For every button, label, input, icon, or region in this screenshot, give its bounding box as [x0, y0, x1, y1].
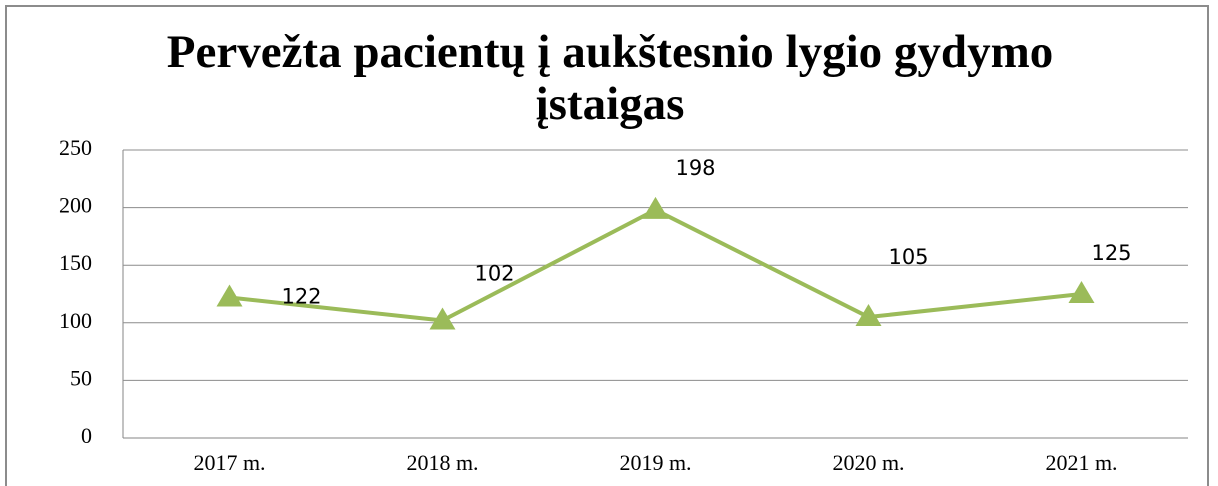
data-label: 122: [281, 284, 321, 308]
marker: [855, 304, 882, 327]
data-label: 198: [675, 156, 715, 180]
y-tick-label: 200: [59, 193, 92, 218]
x-tick-label: 2019 m.: [619, 450, 691, 475]
y-tick-label: 250: [59, 135, 92, 160]
y-tick-label: 100: [59, 308, 92, 333]
data-label: 125: [1091, 241, 1131, 265]
x-tick-label: 2018 m.: [406, 450, 478, 475]
y-tick-label: 150: [59, 250, 92, 275]
data-label: 102: [474, 261, 514, 285]
x-tick-label: 2017 m.: [193, 450, 265, 475]
chart-title: Pervežta pacientų į aukštesnio lygio gyd…: [166, 26, 1054, 130]
marker: [216, 284, 243, 307]
y-tick-label: 0: [81, 423, 92, 448]
x-tick-label: 2020 m.: [832, 450, 904, 475]
chart-frame: [5, 5, 1209, 486]
x-tick-label: 2021 m.: [1045, 450, 1117, 475]
y-tick-label: 50: [70, 365, 92, 390]
marker: [642, 196, 669, 219]
marker: [1068, 281, 1095, 303]
data-label: 105: [888, 245, 928, 269]
marker: [429, 307, 456, 330]
